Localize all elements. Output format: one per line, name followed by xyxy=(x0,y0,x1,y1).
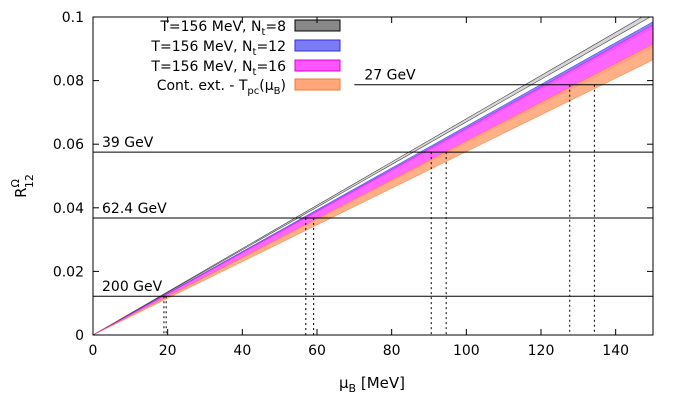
y-tick-label-2: 0.04 xyxy=(53,201,84,217)
y-tick-label-4: 0.08 xyxy=(53,74,84,90)
legend: T=156 MeV, Nt=8T=156 MeV, Nt=12T=156 MeV… xyxy=(150,19,341,97)
ref-label-4: 200 GeV xyxy=(102,279,163,295)
y-tick-label-3: 0.06 xyxy=(53,137,84,153)
band-4 xyxy=(93,43,653,335)
y-axis-label: RΩ12 xyxy=(9,174,36,198)
legend-swatch-2 xyxy=(294,39,341,52)
x-tick-label-2: 40 xyxy=(233,343,251,359)
x-tick-label-6: 120 xyxy=(528,343,555,359)
x-tick-label-0: 0 xyxy=(89,343,98,359)
legend-label-4: Cont. ext. - Tpc(μB) xyxy=(157,78,286,97)
legend-label-1: T=156 MeV, Nt=8 xyxy=(159,19,286,38)
ref-label-3: 62.4 GeV xyxy=(102,201,167,217)
legend-swatch-3 xyxy=(294,59,341,72)
legend-swatch-4 xyxy=(294,78,341,91)
ref-label-1: 27 GeV xyxy=(364,68,416,84)
y-tick-label-0: 0 xyxy=(75,328,84,344)
x-axis-label: μB [MeV] xyxy=(339,374,405,395)
x-tick-label-5: 100 xyxy=(453,343,480,359)
y-tick-label-1: 0.02 xyxy=(53,264,84,280)
legend-label-3: T=156 MeV, Nt=16 xyxy=(150,59,286,78)
plot-frame xyxy=(92,16,654,336)
x-tick-label-4: 80 xyxy=(383,343,401,359)
legend-label-2: T=156 MeV, Nt=12 xyxy=(150,39,286,58)
x-tick-label-3: 60 xyxy=(308,343,326,359)
x-tick-label-1: 20 xyxy=(159,343,177,359)
y-tick-label-5: 0.1 xyxy=(62,10,84,26)
band-1 xyxy=(93,17,651,335)
reference-line-layer: 27 GeV 39 GeV 62.4 GeV 200 GeV xyxy=(93,68,653,335)
ref-label-2: 39 GeV xyxy=(102,135,154,151)
axes: 0 20 40 60 80 100 120 140 0 0.02 0.04 0.06 0.08 0.1 xyxy=(53,10,654,359)
band-layer xyxy=(93,17,653,335)
x-tick-label-7: 140 xyxy=(602,343,629,359)
